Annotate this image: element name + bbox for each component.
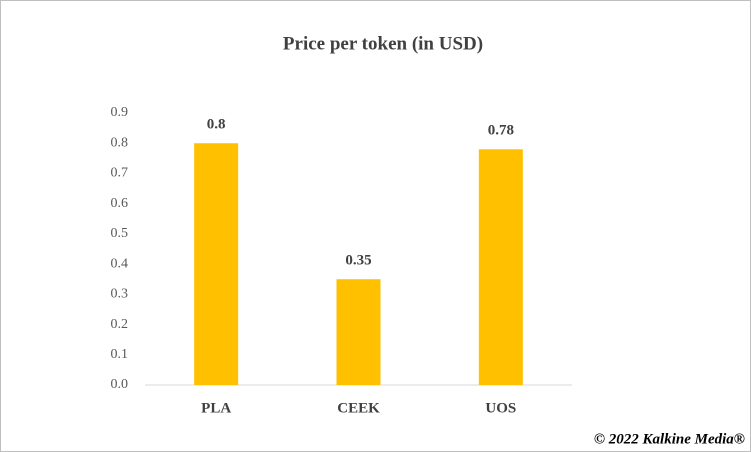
y-tick-label: 0.8 (111, 135, 129, 150)
y-tick-label: 0.9 (111, 105, 129, 120)
x-tick-label: PLA (201, 400, 231, 416)
y-tick-label: 0.6 (111, 196, 129, 211)
value-label: 0.35 (345, 253, 371, 269)
x-tick-label: CEEK (337, 400, 380, 416)
chart-title: Price per token (in USD) (283, 33, 483, 54)
footer: © 2022 Kalkine Media® (594, 431, 745, 447)
y-tick-label: 0.5 (111, 226, 129, 241)
value-label: 0.78 (488, 123, 514, 139)
y-tick-label: 0.1 (111, 347, 129, 362)
value-label: 0.8 (207, 117, 226, 133)
bar (194, 143, 239, 385)
bar (336, 279, 381, 385)
y-tick-label: 0.3 (111, 287, 129, 302)
bar (478, 149, 523, 385)
x-tick-label: UOS (485, 400, 516, 416)
y-tick-label: 0.2 (111, 317, 129, 332)
y-tick-label: 0.4 (111, 256, 129, 271)
y-tick-label: 0.7 (111, 166, 129, 181)
y-tick-label: 0.0 (111, 377, 129, 392)
